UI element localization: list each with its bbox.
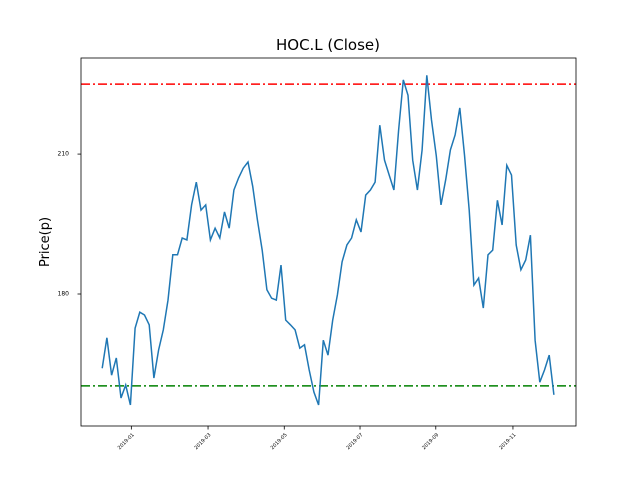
x-tick-label: 2019-11 <box>498 432 517 451</box>
chart-title: HOC.L (Close) <box>276 36 380 54</box>
x-tick-label: 2019-03 <box>193 432 212 451</box>
y-tick-label: 180 <box>58 291 70 298</box>
y-tick-label: 210 <box>58 151 70 158</box>
x-tick-label: 2019-01 <box>117 432 136 451</box>
x-tick-label: 2019-07 <box>345 432 364 451</box>
price-line <box>101 75 555 406</box>
x-tick-label: 2019-09 <box>421 432 440 451</box>
plot-frame <box>80 57 577 427</box>
y-axis-label: Price(p) <box>38 217 53 267</box>
x-tick-label: 2019-05 <box>270 432 289 451</box>
